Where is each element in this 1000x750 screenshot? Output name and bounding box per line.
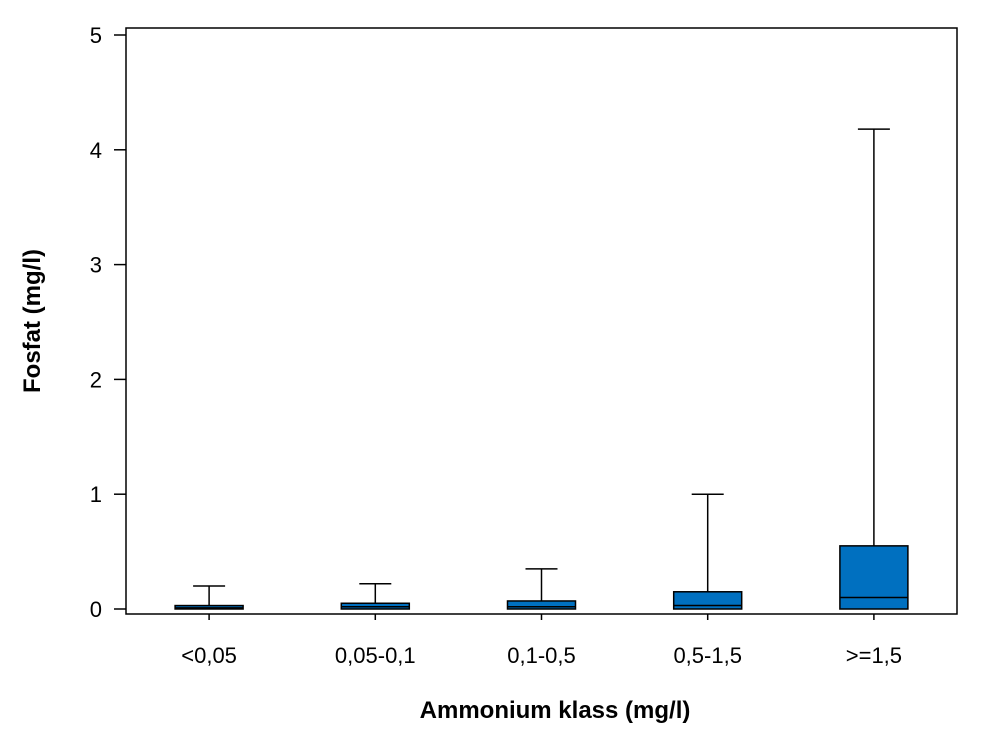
x-tick-label: 0,1-0,5 [507, 643, 576, 668]
box-group [340, 582, 411, 610]
box [672, 591, 743, 610]
x-axis: <0,05 0,05-0,1 0,1-0,5 0,5-1,5 >=1,5 [181, 614, 902, 668]
x-axis-title: Ammonium klass (mg/l) [420, 697, 691, 724]
box-group [506, 568, 577, 610]
x-tick-label: <0,05 [181, 643, 237, 668]
y-tick-label: 0 [90, 597, 102, 622]
x-tick-label: 0,5-1,5 [673, 643, 742, 668]
y-tick-label: 1 [90, 482, 102, 507]
box-group [839, 128, 909, 610]
y-tick-label: 5 [90, 23, 102, 48]
box [839, 545, 909, 610]
y-tick-label: 4 [90, 138, 102, 163]
y-tick-label: 3 [90, 253, 102, 278]
box-series [174, 128, 909, 610]
box [506, 600, 577, 610]
plot-frame [125, 27, 958, 615]
y-axis-title: Fosfat (mg/l) [19, 249, 46, 393]
x-tick-label: >=1,5 [846, 643, 902, 668]
y-tick-label: 2 [90, 367, 102, 392]
y-axis: 0 1 2 3 4 5 [90, 23, 126, 622]
box-group [672, 493, 743, 610]
box-group [174, 585, 244, 610]
x-tick-label: 0,05-0,1 [335, 643, 416, 668]
